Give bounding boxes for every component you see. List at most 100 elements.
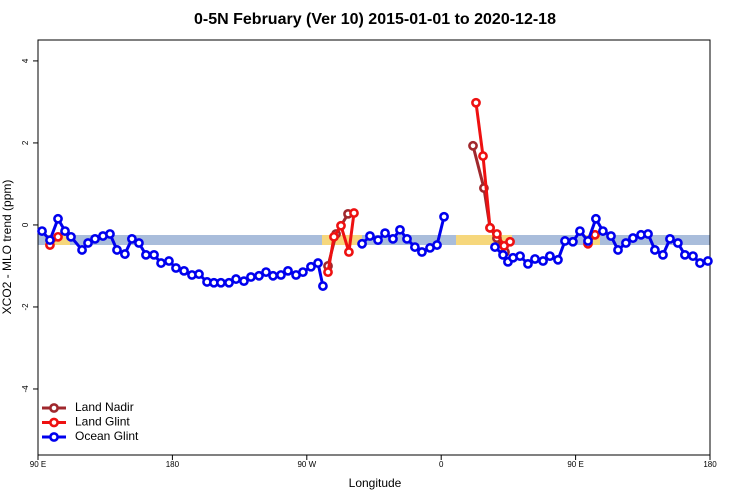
- data-point: [523, 259, 533, 269]
- data-point: [156, 258, 166, 268]
- y-tick-label: -4: [21, 385, 30, 393]
- data-point: [628, 233, 638, 243]
- data-point: [498, 249, 508, 260]
- data-point: [254, 270, 264, 281]
- data-point: [649, 245, 660, 255]
- data-point: [344, 247, 354, 257]
- data-point: [575, 226, 585, 236]
- data-point: [105, 229, 115, 239]
- legend-marker: [49, 403, 59, 413]
- data-point: [680, 249, 690, 260]
- data-point: [283, 265, 293, 276]
- data-point: [388, 233, 398, 244]
- data-point: [268, 270, 278, 281]
- data-point: [553, 254, 563, 265]
- data-point: [492, 229, 502, 239]
- data-point: [231, 274, 241, 284]
- land-band: [456, 235, 512, 245]
- data-point: [530, 254, 540, 264]
- data-point: [665, 233, 675, 244]
- data-point: [149, 249, 159, 260]
- data-point: [306, 261, 316, 272]
- data-point: [468, 140, 478, 151]
- data-point: [329, 231, 339, 242]
- data-point: [134, 238, 144, 248]
- data-point: [490, 242, 500, 252]
- data-point: [402, 233, 412, 244]
- data-point: [365, 231, 375, 241]
- data-point: [60, 226, 70, 236]
- data-point: [598, 226, 608, 236]
- data-point: [90, 233, 100, 244]
- legend-label: Land Glint: [75, 415, 130, 429]
- data-point: [538, 256, 548, 266]
- data-point: [171, 263, 181, 273]
- x-tick-label: 90 E: [567, 460, 583, 469]
- chart-title: 0-5N February (Ver 10) 2015-01-01 to 202…: [194, 11, 556, 28]
- data-point: [66, 231, 76, 242]
- data-point: [568, 236, 578, 247]
- x-tick-label: 90 W: [297, 460, 316, 469]
- data-point: [77, 245, 87, 255]
- y-axis-label: XCO2 - MLO trend (ppm): [0, 180, 14, 315]
- plot-frame: [37, 39, 711, 456]
- legend-marker: [49, 417, 59, 428]
- x-tick-label: 90 E: [30, 460, 46, 469]
- data-point: [672, 238, 683, 248]
- data-point: [224, 277, 234, 288]
- data-point: [478, 151, 488, 161]
- x-tick-label: 180: [703, 460, 717, 469]
- data-point: [583, 236, 593, 246]
- land-band: [322, 235, 362, 245]
- data-point: [216, 277, 226, 288]
- legend-label: Land Nadir: [75, 400, 134, 414]
- data-point: [323, 267, 333, 278]
- data-point: [688, 251, 698, 262]
- data-point: [239, 276, 249, 287]
- legend-label: Ocean Glint: [75, 429, 139, 443]
- data-point: [471, 97, 481, 108]
- data-point: [313, 258, 323, 268]
- legend-marker: [49, 432, 59, 442]
- y-tick-label: -2: [21, 303, 30, 311]
- data-point: [410, 242, 420, 252]
- data-point: [53, 213, 63, 224]
- data-point: [515, 251, 525, 262]
- y-tick-label: 0: [21, 222, 30, 227]
- y-tick-label: 4: [21, 58, 30, 63]
- data-point: [112, 245, 122, 255]
- data-point: [164, 256, 174, 266]
- data-point: [141, 249, 151, 260]
- data-point: [373, 235, 383, 246]
- data-point: [505, 236, 515, 247]
- data-point: [45, 235, 55, 246]
- data-point: [37, 226, 47, 236]
- data-point: [261, 267, 271, 278]
- series: [37, 211, 713, 291]
- data-point: [53, 231, 63, 242]
- x-axis-label: Longitude: [349, 476, 402, 490]
- data-point: [560, 236, 570, 246]
- data-point: [179, 265, 189, 276]
- data-point: [703, 256, 713, 266]
- data-point: [194, 269, 204, 280]
- data-point: [336, 220, 346, 231]
- data-point: [120, 249, 130, 259]
- data-point: [246, 272, 256, 282]
- y-tick-label: 2: [21, 140, 30, 145]
- data-point: [658, 249, 668, 260]
- data-point: [298, 267, 308, 278]
- data-point: [643, 229, 653, 239]
- data-point: [439, 211, 449, 222]
- data-point: [318, 281, 328, 291]
- x-tick-label: 180: [166, 460, 180, 469]
- data-point: [83, 238, 93, 248]
- data-point: [349, 208, 359, 218]
- data-point: [695, 258, 705, 268]
- data-point: [276, 270, 286, 280]
- x-tick-label: 0: [439, 460, 444, 469]
- data-point: [380, 228, 390, 239]
- data-point: [357, 238, 367, 249]
